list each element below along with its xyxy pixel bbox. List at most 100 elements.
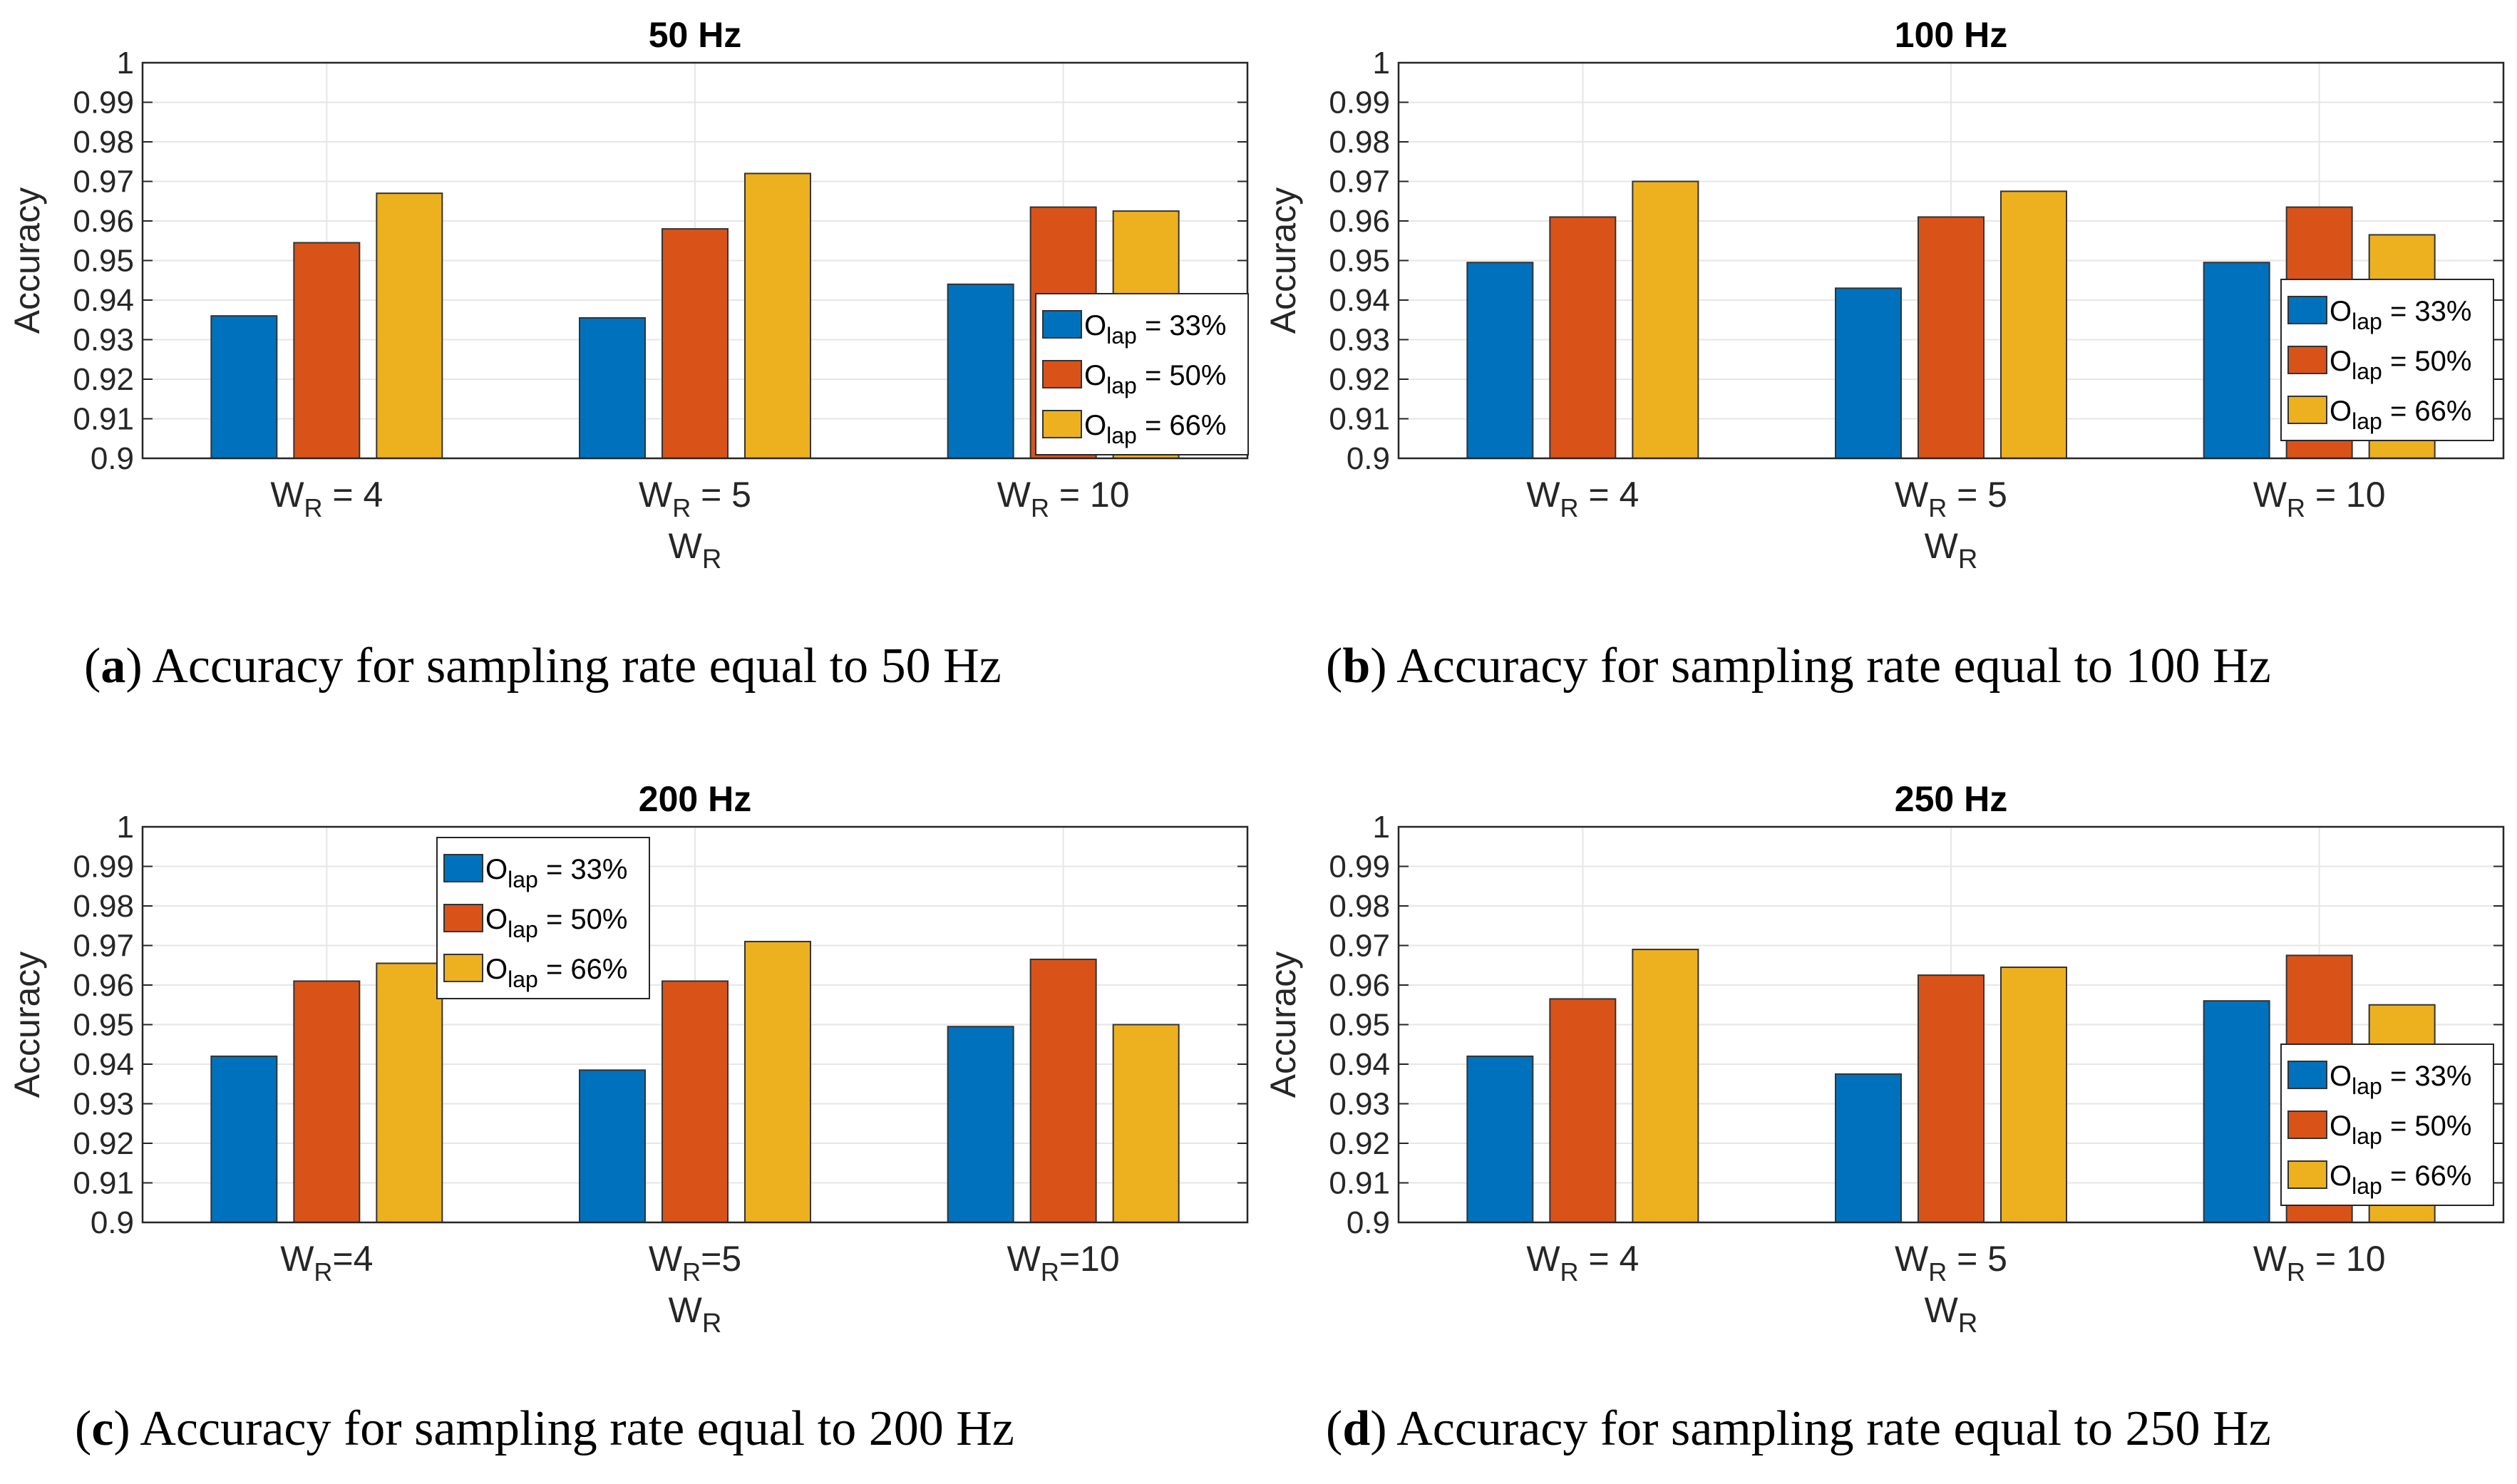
y-tick-label: 0.91 — [1329, 1166, 1390, 1201]
y-tick-label: 0.98 — [73, 889, 134, 924]
bar — [2203, 1000, 2270, 1223]
legend: Olap = 33% Olap = 50% Olap = 66% — [2280, 279, 2494, 441]
y-tick-label: 0.94 — [73, 283, 134, 318]
bar — [2203, 262, 2270, 459]
y-tick-label: 0.94 — [1329, 1047, 1390, 1082]
bar — [1466, 1055, 1534, 1224]
legend-label: Olap = 50% — [1084, 360, 1226, 398]
x-axis-label: WR — [669, 526, 722, 574]
y-axis-label: Accuracy — [7, 187, 47, 334]
y-tick-label: 0.99 — [73, 86, 134, 120]
axes-box — [1397, 61, 2505, 460]
y-tick-label: 0.95 — [73, 244, 134, 279]
y-axis-label: Accuracy — [1263, 187, 1303, 334]
x-tick-label: WR = 10 — [2253, 475, 2386, 522]
x-tick-label: WR=4 — [280, 1239, 373, 1287]
y-tick-label: 0.9 — [1347, 441, 1390, 476]
legend-label: Olap = 66% — [2330, 1160, 2471, 1199]
bar — [1835, 1073, 1902, 1223]
legend-swatch — [2287, 1111, 2327, 1139]
y-tick-label: 0.91 — [73, 402, 134, 437]
caption-c-text: Accuracy for sampling rate equal to 200 … — [140, 1401, 1014, 1456]
legend: Olap = 33% Olap = 50% Olap = 66% — [1035, 293, 1249, 455]
bar — [1466, 262, 1534, 459]
chart-title: 100 Hz — [1895, 15, 2007, 55]
x-tick-label: WR = 10 — [997, 475, 1130, 522]
legend-label: Olap = 50% — [2330, 346, 2471, 384]
bar — [947, 1026, 1014, 1224]
legend-label: Olap = 50% — [2330, 1111, 2471, 1149]
legend-label: Olap = 33% — [2330, 296, 2471, 334]
y-tick-label: 0.91 — [1329, 402, 1390, 437]
chart-title: 250 Hz — [1895, 779, 2007, 819]
bar — [1632, 949, 1699, 1224]
y-tick-label: 0.97 — [73, 165, 134, 200]
x-tick-label: WR = 5 — [1895, 1239, 2007, 1287]
y-tick-label: 0.96 — [73, 204, 134, 239]
bar — [1918, 216, 1985, 459]
chart-panel-2: 0.9 0.91 0.92 0.93 0.94 0.95 0.96 0.97 0.98 0.99 1… — [1263, 15, 2505, 574]
y-tick-label: 0.99 — [1329, 850, 1390, 885]
legend-label: Olap = 33% — [1084, 310, 1226, 349]
y-tick-label: 0.96 — [73, 968, 134, 1003]
x-tick-label: WR = 10 — [2253, 1239, 2386, 1287]
y-tick-label: 0.92 — [1329, 1126, 1390, 1161]
bar — [2000, 190, 2067, 459]
x-tick-label: WR = 4 — [1526, 1239, 1639, 1287]
y-tick-label: 0.98 — [1329, 889, 1390, 924]
y-axis-label: Accuracy — [1263, 952, 1303, 1098]
y-tick-label: 1 — [1373, 46, 1390, 81]
x-tick-label: WR = 4 — [1526, 475, 1639, 522]
y-tick-label: 1 — [117, 46, 134, 81]
bar — [1632, 180, 1699, 459]
y-tick-label: 0.93 — [1329, 323, 1390, 358]
chart-title: 200 Hz — [639, 779, 751, 819]
chart-title: 50 Hz — [649, 15, 742, 55]
y-tick-label: 0.9 — [91, 441, 134, 476]
bar — [744, 940, 811, 1223]
bar — [293, 242, 361, 459]
caption-b-letter: b — [1342, 639, 1371, 694]
y-tick-label: 0.96 — [1329, 204, 1390, 239]
bar — [947, 283, 1014, 459]
x-tick-label: WR=10 — [1007, 1239, 1120, 1287]
bar — [1918, 974, 1985, 1223]
legend-swatch — [443, 904, 483, 932]
legend-swatch — [2287, 396, 2327, 424]
legend-swatch — [1042, 360, 1082, 388]
y-tick-label: 0.95 — [1329, 1008, 1390, 1043]
caption-c-letter: c — [91, 1401, 114, 1456]
x-axis-label: WR — [669, 1290, 722, 1339]
legend-swatch — [2287, 296, 2327, 324]
y-tick-label: 0.97 — [1329, 165, 1390, 200]
y-tick-label: 0.95 — [73, 1008, 134, 1043]
caption-c: (c) Accuracy for sampling rate equal to … — [75, 1401, 1014, 1456]
y-tick-label: 0.93 — [73, 323, 134, 358]
y-tick-label: 0.95 — [1329, 244, 1390, 279]
bar — [210, 315, 278, 460]
legend: Olap = 33% Olap = 50% Olap = 66% — [2280, 1044, 2494, 1206]
y-tick-label: 0.97 — [73, 929, 134, 964]
bar — [579, 316, 646, 459]
y-tick-label: 0.9 — [91, 1205, 134, 1240]
axes-box — [141, 61, 1249, 460]
bar — [376, 192, 443, 459]
bar — [1835, 287, 1902, 459]
y-tick-label: 1 — [117, 810, 134, 845]
legend-swatch — [2287, 346, 2327, 374]
chart-panel-3: 0.9 0.91 0.92 0.93 0.94 0.95 0.96 0.97 0.98 0.99 1… — [7, 779, 1249, 1339]
x-axis-label: WR — [1925, 1290, 1978, 1339]
bar — [1112, 1024, 1180, 1223]
y-tick-label: 0.94 — [73, 1047, 134, 1082]
y-tick-label: 0.92 — [73, 362, 134, 397]
y-tick-label: 0.94 — [1329, 283, 1390, 318]
caption-d-letter: d — [1342, 1401, 1371, 1456]
y-tick-label: 0.97 — [1329, 929, 1390, 964]
bar — [1549, 998, 1617, 1224]
y-tick-label: 0.9 — [1347, 1205, 1390, 1240]
legend-swatch — [2287, 1160, 2327, 1189]
y-tick-label: 0.92 — [73, 1126, 134, 1161]
x-tick-label: WR = 4 — [270, 475, 383, 522]
x-tick-label: WR = 5 — [1895, 475, 2007, 522]
legend-label: Olap = 33% — [485, 854, 627, 892]
